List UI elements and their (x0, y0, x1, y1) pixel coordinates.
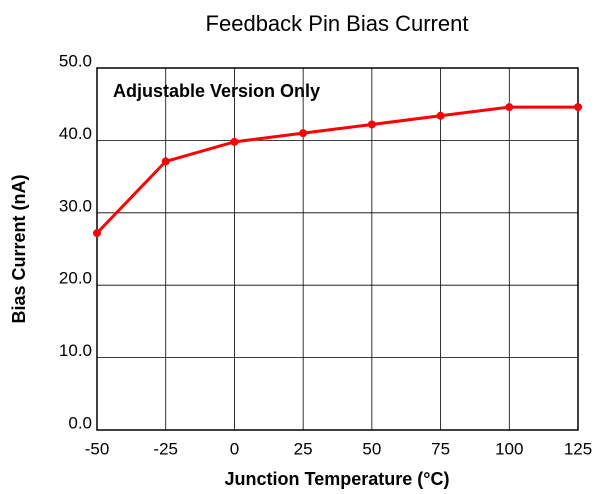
x-tick-label: -50 (85, 439, 110, 458)
data-point (436, 111, 445, 120)
y-tick-label: 30.0 (59, 196, 92, 215)
y-axis-label: Bias Current (nA) (9, 174, 29, 323)
y-tick-label: 10.0 (59, 341, 92, 360)
y-tick-label: 40.0 (59, 124, 92, 143)
data-line (95, 105, 578, 235)
y-tick-label: 50.0 (59, 51, 92, 70)
x-tick-label: -25 (153, 439, 178, 458)
x-tick-label: 125 (564, 439, 592, 458)
data-point (93, 229, 101, 238)
plot-border (96, 67, 579, 431)
data-point (230, 137, 239, 146)
x-tick-label: 25 (294, 439, 313, 458)
y-tick-label: 0.0 (68, 413, 92, 432)
chart-title: Feedback Pin Bias Current (206, 11, 469, 36)
x-tick-label: 0 (230, 439, 239, 458)
data-point (574, 103, 582, 112)
x-tick-label: 100 (495, 439, 523, 458)
x-tick-label: 50 (362, 439, 381, 458)
data-point (161, 157, 170, 166)
annotation: Adjustable Version Only (113, 81, 320, 101)
data-point (299, 129, 308, 138)
data-point (505, 103, 514, 112)
data-point (367, 120, 376, 129)
y-tick-label: 20.0 (59, 269, 92, 288)
x-tick-label: 75 (431, 439, 450, 458)
x-axis-label: Junction Temperature (°C) (225, 469, 450, 489)
